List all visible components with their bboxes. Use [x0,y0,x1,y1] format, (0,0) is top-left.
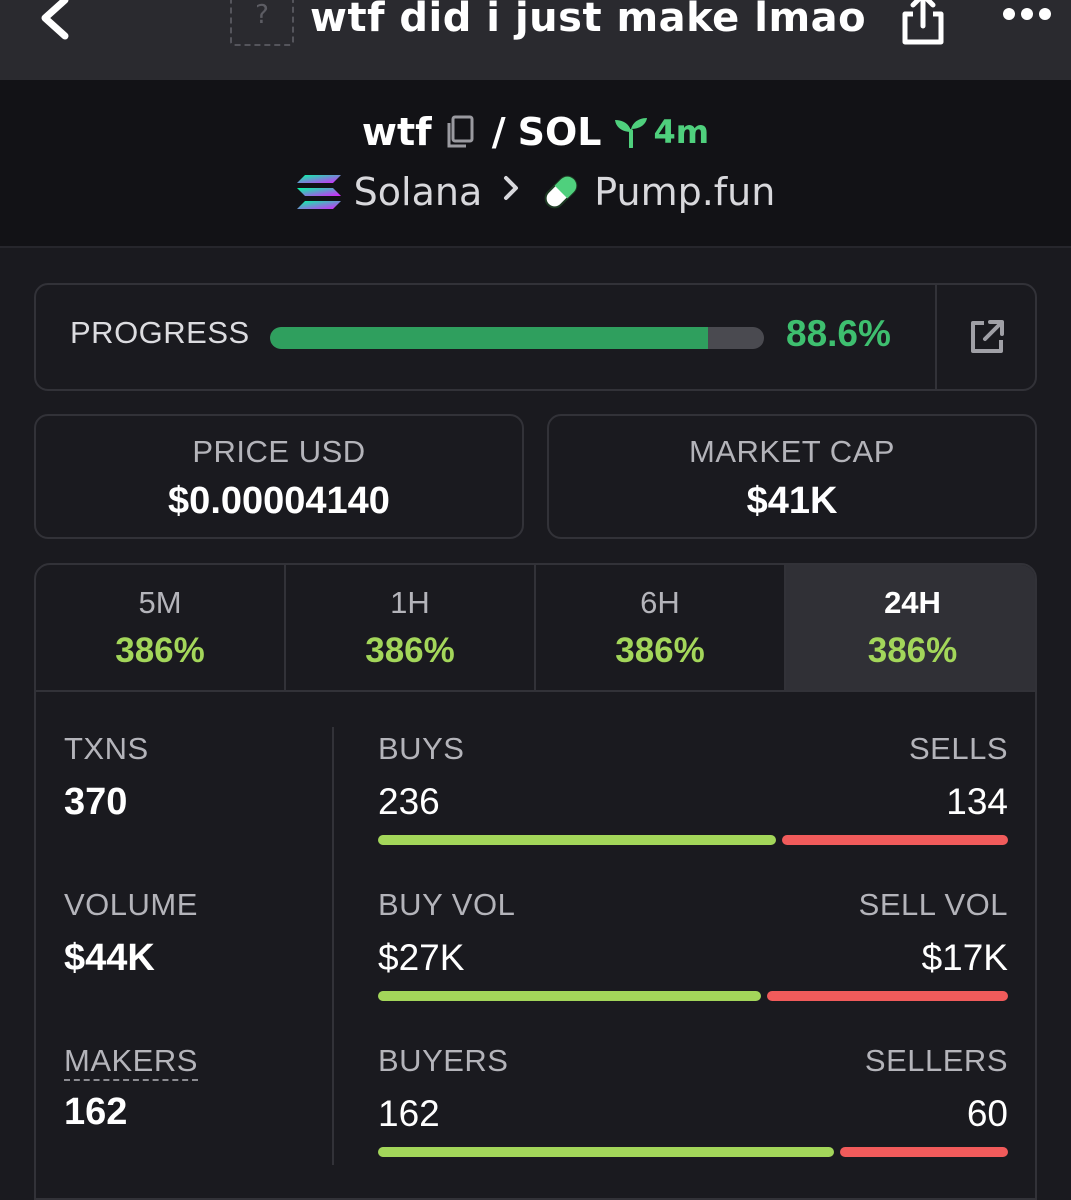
timeframe-stats-panel: 5M 386% 1H 386% 6H 386% 24H 386% TXNS 37… [34,563,1037,1200]
share-icon [902,0,944,45]
tab-name: 5M [138,585,182,620]
volume-metric: VOLUME $44K [64,887,198,980]
breadcrumb: Solana Pump.fun [0,166,1071,218]
sellers-label: SELLERS [864,1043,1008,1078]
buys-label: BUYS [378,731,465,766]
buyers-bar [378,1147,834,1157]
metrics-divider [332,727,334,1165]
progress-bar [270,327,764,349]
avatar-question-mark: ? [255,0,269,30]
traders-split: BUYERS SELLERS 162 60 [378,1043,1008,1157]
tab-change: 386% [867,631,958,670]
pair-header: wtf / SOL 4m [0,80,1071,248]
txns-label: TXNS [64,731,149,766]
buy-vol-label: BUY VOL [378,887,516,922]
bonding-progress-card: PROGRESS 88.6% [34,283,1037,391]
makers-metric: MAKERS 162 [64,1043,198,1134]
chain-name: Solana [353,170,483,214]
txns-value: 370 [64,781,128,823]
sell-vol-value: $17K [921,937,1008,978]
buyers-label: BUYERS [378,1043,509,1078]
tab-6h[interactable]: 6H 386% [536,565,786,690]
sells-value: 134 [946,781,1008,822]
sell-vol-bar [767,991,1008,1001]
more-icon [1003,8,1051,20]
makers-label[interactable]: MAKERS [64,1043,198,1081]
chevron-left-icon [41,0,69,40]
sell-vol-label: SELL VOL [858,887,1008,922]
pair-line: wtf / SOL 4m [0,106,1071,158]
txns-metric: TXNS 370 [64,731,149,824]
tab-change: 386% [365,631,455,670]
timeframe-tabs: 5M 386% 1H 386% 6H 386% 24H 386% [36,565,1035,692]
price-usd-card: PRICE USD $0.00004140 [34,414,524,539]
top-bar: ? wtf did i just make lmao [0,0,1071,80]
tab-change: 386% [615,631,705,670]
seedling-icon [615,118,648,148]
page-title: wtf did i just make lmao [310,0,867,41]
volume-value: $44K [64,937,155,979]
progress-value: 88.6% [786,313,891,354]
volume-bar [378,991,1008,1001]
buys-value: 236 [378,781,440,822]
buy-vol-value: $27K [378,937,465,978]
external-link-icon [970,320,1004,353]
volume-split: BUY VOL SELL VOL $27K $17K [378,887,1008,1001]
tab-name: 1H [390,585,430,620]
tab-24h[interactable]: 24H 386% [786,565,1035,690]
buyers-value: 162 [378,1093,440,1134]
pair-age: 4m [613,113,709,151]
buy-vol-bar [378,991,761,1001]
market-cap-label: MARKET CAP [689,434,895,469]
market-cap-card: MARKET CAP $41K [547,414,1037,539]
tab-name: 6H [640,585,680,620]
progress-divider [935,285,937,389]
age-value: 4m [653,113,710,151]
pair-separator: / [491,110,506,154]
tab-1h[interactable]: 1H 386% [286,565,536,690]
progress-label: PROGRESS [70,315,250,350]
breadcrumb-chevron-icon [496,170,526,214]
buys-bar [378,835,776,845]
sells-bar [782,835,1008,845]
token-symbol: wtf [361,110,432,154]
sells-label: SELLS [908,731,1008,766]
quote-symbol: SOL [517,110,602,154]
dex-link-pumpfun[interactable]: Pump.fun [540,170,775,214]
open-external-button[interactable] [938,285,1035,389]
progress-bar-fill [270,327,708,349]
copy-icon [447,115,474,148]
pill-icon [544,175,578,209]
more-options-button[interactable] [995,0,1059,34]
traders-bar [378,1147,1008,1157]
dex-name: Pump.fun [594,170,776,214]
sellers-value: 60 [966,1093,1008,1134]
token-avatar-placeholder: ? [230,0,294,46]
tab-5m[interactable]: 5M 386% [36,565,286,690]
back-button[interactable] [30,0,80,48]
chain-link-solana[interactable]: Solana [296,170,483,214]
share-button[interactable] [895,0,951,48]
price-usd-value: $0.00004140 [168,480,390,522]
sellers-bar [840,1147,1008,1157]
buys-sells-bar [378,835,1008,845]
copy-address-button[interactable] [444,115,474,149]
tab-name: 24H [884,585,941,620]
tab-change: 386% [115,631,205,670]
solana-logo-icon [296,175,341,209]
volume-label: VOLUME [64,887,198,922]
makers-value: 162 [64,1091,128,1133]
price-usd-label: PRICE USD [192,434,366,469]
market-cap-value: $41K [746,480,838,522]
buys-sells-split: BUYS SELLS 236 134 [378,731,1008,845]
